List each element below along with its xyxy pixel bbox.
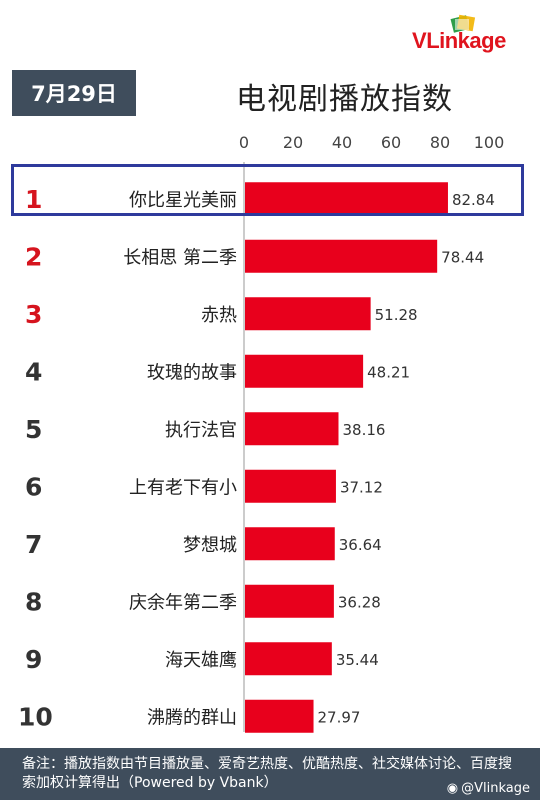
category-label: 你比星光美丽 <box>129 190 237 211</box>
category-label: 长相思 第二季 <box>123 247 237 268</box>
bar <box>245 584 334 618</box>
footer-note-bar: 备注：播放指数由节目播放量、爱奇艺热度、优酷热度、社交媒体讨论、百度搜索加权计算… <box>0 748 540 800</box>
rank-number: 7 <box>25 530 42 559</box>
category-label: 庆余年第二季 <box>129 592 237 613</box>
bar <box>245 354 364 388</box>
data-label: 51.28 <box>375 306 418 324</box>
logo-text: VLinkage <box>412 28 506 53</box>
vlinkage-logo: VLinkage <box>412 14 534 58</box>
rank-number: 1 <box>25 185 42 214</box>
bar-chart: 0 20 40 60 80 100 1 你比星光美丽 82.84 2 长相思 第二季 78.44 3 赤热… <box>18 133 505 733</box>
data-label: 48.21 <box>367 363 410 381</box>
bar <box>245 412 339 446</box>
rank-number: 10 <box>18 702 53 731</box>
chart-title: 电视剧播放指数 <box>236 82 453 117</box>
data-label: 37.12 <box>340 478 383 496</box>
bar <box>245 699 314 733</box>
x-tick-label: 60 <box>381 133 401 152</box>
category-label: 沸腾的群山 <box>147 707 237 728</box>
x-tick-label: 20 <box>283 133 303 152</box>
data-label: 38.16 <box>342 421 385 439</box>
bar <box>245 239 438 273</box>
date-badge: 7月29日 <box>12 70 136 116</box>
data-label: 36.64 <box>339 536 382 554</box>
category-label: 玫瑰的故事 <box>147 362 237 383</box>
category-label: 执行法官 <box>165 420 237 441</box>
footer-note: 备注：播放指数由节目播放量、爱奇艺热度、优酷热度、社交媒体讨论、百度搜索加权计算… <box>22 756 512 791</box>
rank-number: 4 <box>25 357 42 386</box>
rank-number: 8 <box>25 587 42 616</box>
bar <box>245 297 371 331</box>
bar <box>245 642 332 676</box>
category-label: 梦想城 <box>183 535 237 556</box>
rank-number: 6 <box>25 472 42 501</box>
x-tick-label: 100 <box>474 133 505 152</box>
tv-logo-icon <box>450 14 476 33</box>
bar <box>245 469 336 503</box>
x-tick-label: 40 <box>332 133 352 152</box>
rank-number: 5 <box>25 415 42 444</box>
x-tick-label: 0 <box>239 133 249 152</box>
weibo-watermark: ◉ @Vlinkage <box>446 781 530 796</box>
weibo-icon: ◉ <box>446 781 459 796</box>
rank-number: 3 <box>25 300 42 329</box>
rank-number: 2 <box>25 242 42 271</box>
bar <box>245 182 448 216</box>
category-label: 海天雄鹰 <box>165 650 237 671</box>
category-label: 赤热 <box>201 305 237 326</box>
data-label: 82.84 <box>452 191 495 209</box>
top-rank-highlight <box>11 164 524 216</box>
data-label: 35.44 <box>336 651 379 669</box>
category-label: 上有老下有小 <box>129 477 237 498</box>
data-label: 78.44 <box>441 248 484 266</box>
bar <box>245 527 335 561</box>
data-label: 36.28 <box>338 593 381 611</box>
rank-number: 9 <box>25 645 42 674</box>
x-tick-label: 80 <box>430 133 450 152</box>
data-label: 27.97 <box>318 708 361 726</box>
